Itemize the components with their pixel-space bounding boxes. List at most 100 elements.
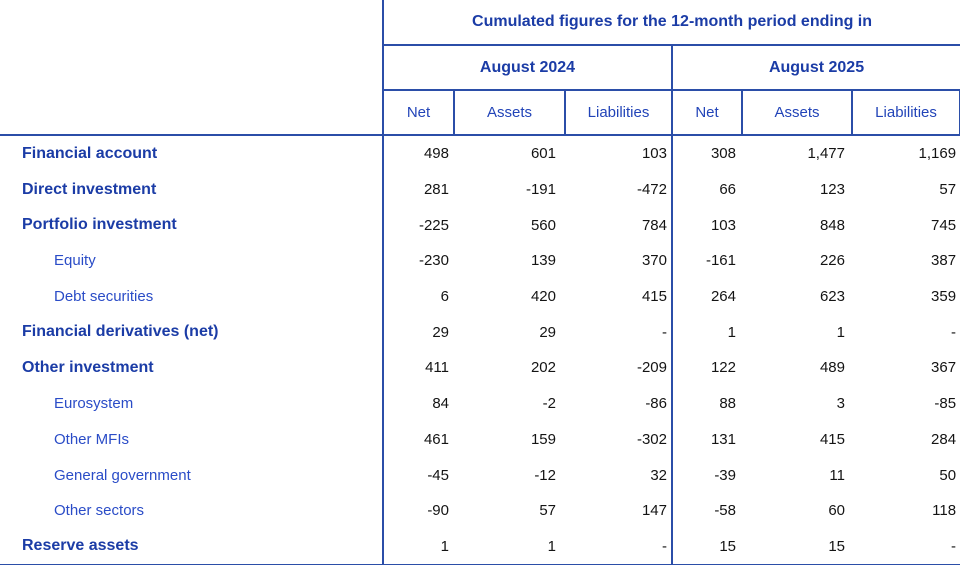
row-label: Other MFIs bbox=[0, 421, 384, 458]
value-cell: 1 bbox=[727, 323, 736, 341]
measure-row: Net Assets Liabilities Net Assets Liabil… bbox=[0, 89, 960, 136]
value-cell: - bbox=[951, 323, 957, 341]
value-cell: 123 bbox=[819, 181, 845, 199]
value-cell: -230 bbox=[418, 252, 449, 270]
value-cell: - bbox=[565, 314, 673, 351]
value-cell: 50 bbox=[939, 466, 957, 484]
value-cell: -161 bbox=[705, 252, 736, 270]
value-cell: 284 bbox=[931, 430, 957, 448]
value-cell: 367 bbox=[931, 359, 957, 377]
value-cell: 415 bbox=[819, 430, 845, 448]
value-cell: -39 bbox=[714, 466, 736, 484]
measure-header-net-2024: Net bbox=[382, 89, 455, 136]
measure-header-liabilities-2024: Liabilities bbox=[564, 89, 673, 136]
table-row: Debt securities 6 420 415 264 623 359 bbox=[0, 278, 960, 315]
value-cell: 15 bbox=[672, 528, 742, 565]
value-cell: -302 bbox=[565, 421, 673, 458]
value-cell: 498 bbox=[423, 145, 449, 163]
value-cell: 118 bbox=[932, 502, 957, 520]
table-title: Cumulated figures for the 12-month perio… bbox=[383, 0, 960, 46]
value-cell: 32 bbox=[565, 457, 673, 493]
value-cell: 461 bbox=[423, 430, 449, 448]
value-cell: -472 bbox=[565, 171, 673, 208]
row-label: General government bbox=[0, 457, 384, 493]
value-cell: 88 bbox=[719, 395, 736, 413]
value-cell: 281 bbox=[423, 181, 449, 199]
row-label: Eurosystem bbox=[0, 385, 384, 422]
value-cell: 6 bbox=[440, 288, 449, 306]
value-cell: 1 bbox=[383, 528, 454, 565]
value-cell: 489 bbox=[819, 359, 845, 377]
value-cell: 103 bbox=[565, 135, 673, 172]
value-cell: 29 bbox=[432, 323, 449, 341]
value-cell: 387 bbox=[931, 252, 957, 270]
value-cell: 29 bbox=[539, 323, 556, 341]
value-cell: 1,477 bbox=[807, 145, 845, 163]
value-cell: -90 bbox=[427, 502, 449, 520]
value-cell: 57 bbox=[539, 502, 556, 520]
row-label: Financial account bbox=[0, 135, 384, 172]
table-row: Eurosystem 84 -2 -86 88 3 -85 bbox=[0, 385, 960, 422]
row-label: Equity bbox=[0, 243, 384, 279]
value-cell: -12 bbox=[534, 466, 556, 484]
value-cell: 560 bbox=[530, 216, 556, 234]
table-row: Other investment 411 202 -209 122 489 367 bbox=[0, 350, 960, 386]
row-label: Financial derivatives (net) bbox=[0, 314, 384, 351]
value-cell: 131 bbox=[710, 430, 736, 448]
value-cell: 11 bbox=[829, 466, 845, 484]
value-cell: 308 bbox=[710, 145, 736, 163]
measure-header-assets-2024: Assets bbox=[453, 89, 566, 136]
row-label: Direct investment bbox=[0, 171, 384, 208]
value-cell: 415 bbox=[565, 278, 673, 315]
corner-spacer bbox=[0, 0, 384, 45]
table-row: Portfolio investment -225 560 784 103 848 745 bbox=[0, 207, 960, 244]
value-cell: 745 bbox=[931, 216, 957, 234]
value-cell: 60 bbox=[828, 502, 845, 520]
value-cell: - bbox=[852, 528, 960, 565]
value-cell: 1,169 bbox=[918, 145, 957, 163]
value-cell: 226 bbox=[819, 252, 845, 270]
table-row: Equity -230 139 370 -161 226 387 bbox=[0, 243, 960, 279]
row-label: Other investment bbox=[0, 350, 384, 386]
value-cell: -225 bbox=[418, 216, 449, 234]
measure-header-assets-2025: Assets bbox=[741, 89, 853, 136]
title-row: Cumulated figures for the 12-month perio… bbox=[0, 0, 960, 46]
value-cell: -191 bbox=[525, 181, 556, 199]
period-header-august-2024: August 2024 bbox=[383, 45, 673, 91]
value-cell: 66 bbox=[719, 181, 736, 199]
value-cell: 57 bbox=[939, 181, 957, 199]
value-cell: 623 bbox=[819, 288, 845, 306]
period-header-august-2025: August 2025 bbox=[672, 45, 960, 91]
value-cell: 359 bbox=[931, 288, 957, 306]
value-cell: 122 bbox=[710, 359, 736, 377]
value-cell: 601 bbox=[530, 145, 556, 163]
table-row: Financial derivatives (net) 29 29-1 1- bbox=[0, 314, 960, 351]
row-label: Debt securities bbox=[0, 278, 384, 315]
value-cell: 370 bbox=[565, 243, 673, 279]
value-cell: -58 bbox=[714, 502, 736, 520]
table-body: Financial account 498 601 103 308 1,477 1,169 D… bbox=[0, 135, 960, 565]
table-row: Other sectors -90 57 147 -58 60 118 bbox=[0, 492, 960, 529]
value-cell: 848 bbox=[819, 216, 845, 234]
value-cell: -209 bbox=[565, 350, 673, 386]
corner-spacer bbox=[0, 90, 384, 136]
value-cell: 1 bbox=[454, 528, 565, 565]
row-label: Portfolio investment bbox=[0, 207, 384, 244]
value-cell: -85 bbox=[934, 395, 957, 413]
value-cell: 411 bbox=[425, 359, 449, 377]
table-header: Cumulated figures for the 12-month perio… bbox=[0, 0, 960, 136]
period-row: August 2024 August 2025 bbox=[0, 45, 960, 91]
measure-header-liabilities-2025: Liabilities bbox=[850, 89, 960, 136]
row-label: Reserve assets bbox=[0, 528, 384, 565]
corner-spacer bbox=[0, 45, 384, 90]
value-cell: 159 bbox=[530, 430, 556, 448]
value-cell: 264 bbox=[710, 288, 736, 306]
value-cell: 1 bbox=[836, 323, 845, 341]
value-cell: -86 bbox=[565, 385, 673, 422]
measure-header-net-2025: Net bbox=[671, 89, 743, 136]
value-cell: - bbox=[565, 528, 673, 565]
value-cell: 3 bbox=[836, 395, 845, 413]
value-cell: 15 bbox=[742, 528, 852, 565]
table-row: Financial account 498 601 103 308 1,477 1,169 bbox=[0, 135, 960, 172]
